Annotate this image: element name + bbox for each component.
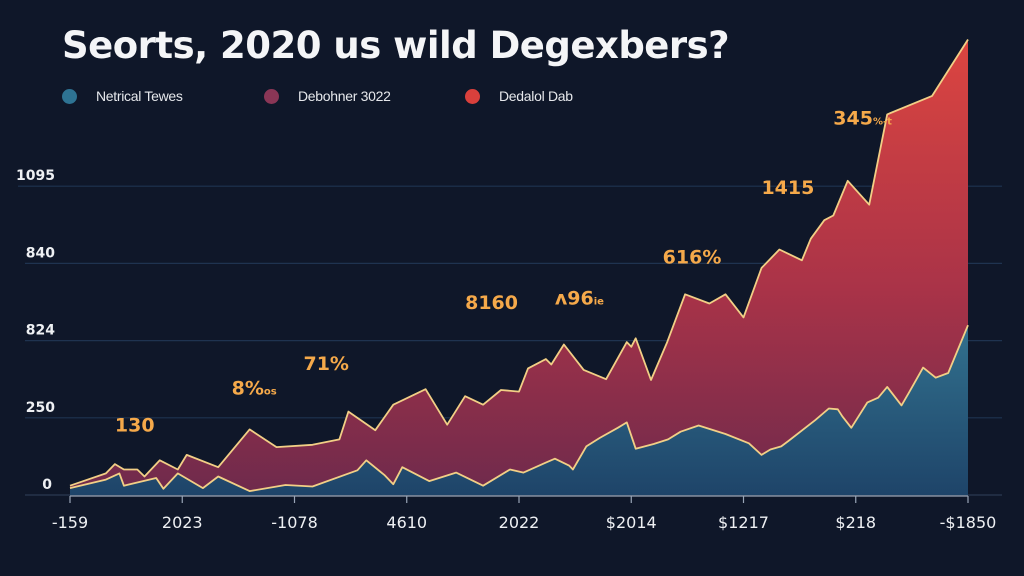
- legend-swatch-netrical-tewes: [62, 88, 77, 104]
- area-dedalol-dab: [70, 39, 968, 495]
- legend-label: Netrical Tewes: [96, 88, 183, 104]
- axes: 0 250 824 840 1095 -159 2023 -1078 4610 2022 $2014…: [16, 168, 996, 532]
- x-tick-label: -159: [52, 513, 88, 532]
- data-label: 130: [115, 415, 155, 437]
- data-label: 8160: [465, 292, 518, 314]
- y-tick-label: 0: [42, 477, 52, 493]
- y-tick-label: 824: [26, 323, 55, 339]
- data-label: 345%-t: [833, 107, 892, 129]
- x-tick-label: -$1850: [940, 513, 997, 532]
- legend-label: Debohner 3022: [298, 88, 391, 104]
- line-dedalol-dab: [69, 39, 969, 487]
- legend-label: Dedalol Dab: [499, 88, 573, 104]
- data-label: ʌ96ie: [555, 287, 604, 309]
- legend-swatch-debohner: [264, 88, 279, 104]
- areas: [69, 39, 969, 495]
- line-netrical-tewes: [69, 324, 969, 493]
- legend: Netrical Tewes Debohner 3022 Dedalol Dab: [62, 88, 662, 112]
- y-tick-label: 840: [26, 245, 55, 261]
- x-tick-label: 4610: [386, 513, 427, 532]
- legend-swatch-dedalol-dab: [465, 88, 480, 104]
- data-label: 1415: [761, 177, 814, 199]
- x-tick-label: 2022: [499, 513, 540, 532]
- legend-item-debohner[interactable]: Debohner 3022: [264, 88, 391, 104]
- x-tick-label: 2023: [162, 513, 203, 532]
- x-tick-label: -1078: [271, 513, 318, 532]
- legend-item-dedalol-dab[interactable]: Dedalol Dab: [465, 88, 573, 104]
- area-netrical-tewes: [70, 325, 968, 495]
- y-tick-label: 1095: [16, 168, 55, 184]
- data-label: 616%: [663, 246, 722, 268]
- y-tick-label: 250: [26, 400, 55, 416]
- data-label: 71%: [303, 353, 348, 375]
- x-tick-label: $2014: [606, 513, 657, 532]
- data-labels: 130 8%os 71% 8160 ʌ96ie 616% 1415 345%-t: [115, 107, 892, 436]
- legend-item-netrical-tewes[interactable]: Netrical Tewes: [62, 88, 183, 104]
- chart-title: Seorts, 2020 us wild Degexbers?: [62, 24, 730, 67]
- data-label: 8%os: [232, 378, 277, 400]
- x-tick-label: $1217: [718, 513, 769, 532]
- x-tick-label: $218: [835, 513, 876, 532]
